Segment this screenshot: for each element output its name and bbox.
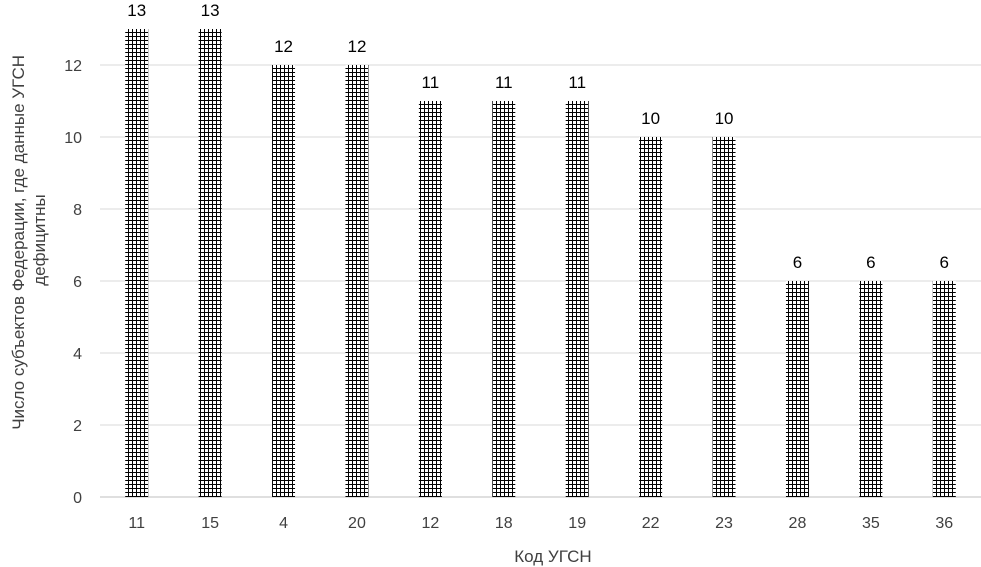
x-tick-label: 19 — [568, 515, 586, 532]
data-label: 6 — [940, 253, 949, 272]
y-tick-label: 12 — [64, 58, 82, 75]
x-tick-label: 15 — [201, 515, 219, 532]
data-label: 10 — [641, 109, 660, 128]
y-axis-title-line-1: Число субъектов Федерации, где данные УГ… — [9, 55, 28, 430]
y-tick-label: 10 — [64, 130, 82, 147]
bar — [785, 281, 809, 497]
bar — [418, 101, 442, 497]
data-label: 11 — [568, 73, 586, 92]
x-tick-label: 4 — [279, 515, 288, 532]
data-label: 6 — [866, 253, 875, 272]
y-tick-label: 2 — [73, 418, 82, 435]
bar — [492, 101, 516, 497]
gridlines — [100, 64, 981, 498]
bar — [125, 29, 149, 497]
data-labels: 13 13 12 12 11 11 11 10 10 6 6 6 — [127, 1, 949, 272]
y-axis-ticks: 0 2 4 6 8 10 12 — [64, 58, 82, 507]
bar — [859, 281, 883, 497]
data-label: 13 — [201, 1, 220, 20]
y-tick-label: 0 — [73, 490, 82, 507]
bars — [125, 29, 956, 497]
x-tick-label: 11 — [128, 515, 145, 532]
x-axis-title: Код УГСН — [514, 547, 591, 566]
x-tick-label: 20 — [348, 515, 366, 532]
x-tick-label: 35 — [862, 515, 880, 532]
data-label: 12 — [347, 37, 366, 56]
bar — [272, 65, 296, 497]
y-axis-title: Число субъектов Федерации, где данные УГ… — [9, 50, 49, 430]
bar — [712, 137, 736, 497]
data-label: 13 — [127, 1, 146, 20]
bar — [565, 101, 589, 497]
x-tick-label: 12 — [421, 515, 439, 532]
data-label: 11 — [495, 73, 513, 92]
x-tick-label: 18 — [495, 515, 513, 532]
data-label: 6 — [793, 253, 802, 272]
bar — [639, 137, 663, 497]
data-label: 11 — [422, 73, 440, 92]
bar — [932, 281, 956, 497]
bar — [198, 29, 222, 497]
y-axis-title-line-2: дефицитны — [30, 194, 49, 285]
x-tick-label: 36 — [935, 515, 953, 532]
bar — [345, 65, 369, 497]
y-tick-label: 4 — [73, 346, 82, 363]
x-tick-label: 28 — [789, 515, 807, 532]
data-label: 12 — [274, 37, 293, 56]
y-tick-label: 6 — [73, 274, 82, 291]
y-tick-label: 8 — [73, 202, 82, 219]
x-tick-label: 23 — [715, 515, 733, 532]
x-tick-label: 22 — [642, 515, 660, 532]
data-label: 10 — [715, 109, 734, 128]
x-axis-ticks: 11 15 4 20 12 18 19 22 23 28 35 36 — [128, 515, 953, 532]
